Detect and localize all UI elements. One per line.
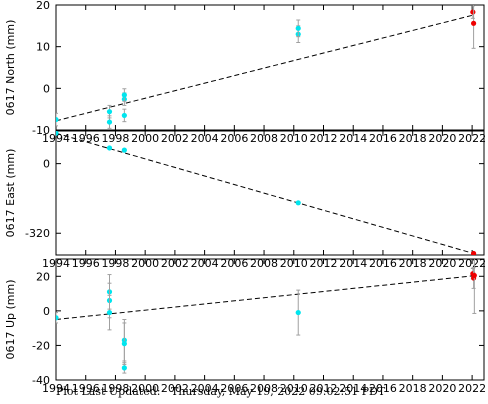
x-tick-label: 1998	[101, 382, 129, 395]
x-tick-label: 2008	[250, 132, 278, 145]
trend-line	[56, 132, 474, 254]
x-tick-label: 2004	[191, 132, 219, 145]
x-tick-label: 2018	[399, 132, 427, 145]
data-point	[121, 341, 127, 347]
plot-updated-footer: Plot Last Updated: Thursday, May 19, 202…	[56, 385, 385, 398]
y-tick-label: 0	[43, 158, 50, 171]
data-point	[121, 92, 127, 98]
data-point	[471, 272, 477, 279]
data-point	[56, 116, 59, 123]
x-tick-label: 2020	[428, 132, 456, 145]
y-axis-label: 0617 North (mm)	[4, 20, 17, 116]
x-tick-label: 2006	[220, 132, 248, 145]
x-tick-label: 1996	[72, 132, 100, 145]
x-tick-label: 2018	[399, 382, 427, 395]
y-tick-label: 0	[43, 82, 50, 95]
data-layer	[56, 131, 477, 255]
plot-frame	[55, 130, 485, 256]
data-point	[470, 250, 477, 255]
data-point	[106, 119, 113, 125]
y-tick-label: 20	[36, 270, 50, 283]
x-tick-label: 2008	[250, 382, 278, 395]
y-tick-label: -40	[32, 374, 50, 387]
x-tick-label: 2000	[131, 132, 159, 145]
x-tick-label: 1994	[42, 382, 70, 395]
y-tick-label: -320	[25, 227, 50, 240]
x-tick-label: 2002	[161, 132, 189, 145]
data-point	[295, 309, 301, 316]
x-tick-label: 2016	[369, 132, 397, 145]
x-tick-label: 2020	[428, 382, 456, 395]
data-point	[295, 200, 301, 206]
x-tick-label: 2014	[339, 132, 367, 145]
data-point	[295, 25, 301, 31]
data-point	[121, 147, 127, 153]
footer-label: Plot Last Updated:	[56, 385, 161, 398]
x-tick-label: 2002	[161, 382, 189, 395]
panel-3: -40 -20 0 20 1994 1996 1998 2000 2002 2004 2006 200…	[4, 258, 486, 395]
x-tick-label: 2016	[369, 382, 397, 395]
x-tick-label: 1998	[101, 132, 129, 145]
x-tick-label: 2022	[458, 382, 486, 395]
x-tick-label: 2012	[310, 382, 338, 395]
data-layer	[56, 5, 477, 129]
data-point	[106, 145, 113, 151]
data-point	[470, 9, 476, 15]
data-point	[56, 131, 59, 136]
plot-frame	[55, 258, 485, 381]
data-point	[470, 20, 477, 26]
trend-line	[56, 14, 474, 122]
x-tick-label: 2012	[310, 132, 338, 145]
y-axis-label: 0617 Up (mm)	[4, 279, 17, 359]
footer-timestamp: Thursday, May 19, 2022 09:02:51 PDT	[170, 385, 386, 398]
x-tick-label: 2010	[280, 382, 308, 395]
data-layer	[56, 259, 477, 374]
x-tick-label: 2010	[280, 132, 308, 145]
x-tick-label: 2022	[458, 132, 486, 145]
data-point	[121, 365, 127, 371]
y-tick-label: -20	[32, 339, 50, 352]
x-tick-label: 2006	[220, 382, 248, 395]
y-axis-label: 0617 East (mm)	[4, 149, 17, 238]
data-point	[121, 112, 127, 119]
data-point	[106, 309, 113, 316]
data-point	[106, 109, 113, 115]
y-tick-label: -10	[32, 124, 50, 137]
y-tick-label: 0	[43, 305, 50, 318]
y-tick-label: 20	[36, 0, 50, 12]
x-tick-label: 2014	[339, 382, 367, 395]
data-point	[56, 315, 59, 321]
x-tick-label: 2000	[131, 382, 159, 395]
x-tick-label: 2004	[191, 382, 219, 395]
y-tick-label: 10	[36, 41, 50, 54]
trend-line	[56, 275, 474, 320]
x-tick-label: 1996	[72, 382, 100, 395]
plot-frame	[55, 4, 485, 131]
